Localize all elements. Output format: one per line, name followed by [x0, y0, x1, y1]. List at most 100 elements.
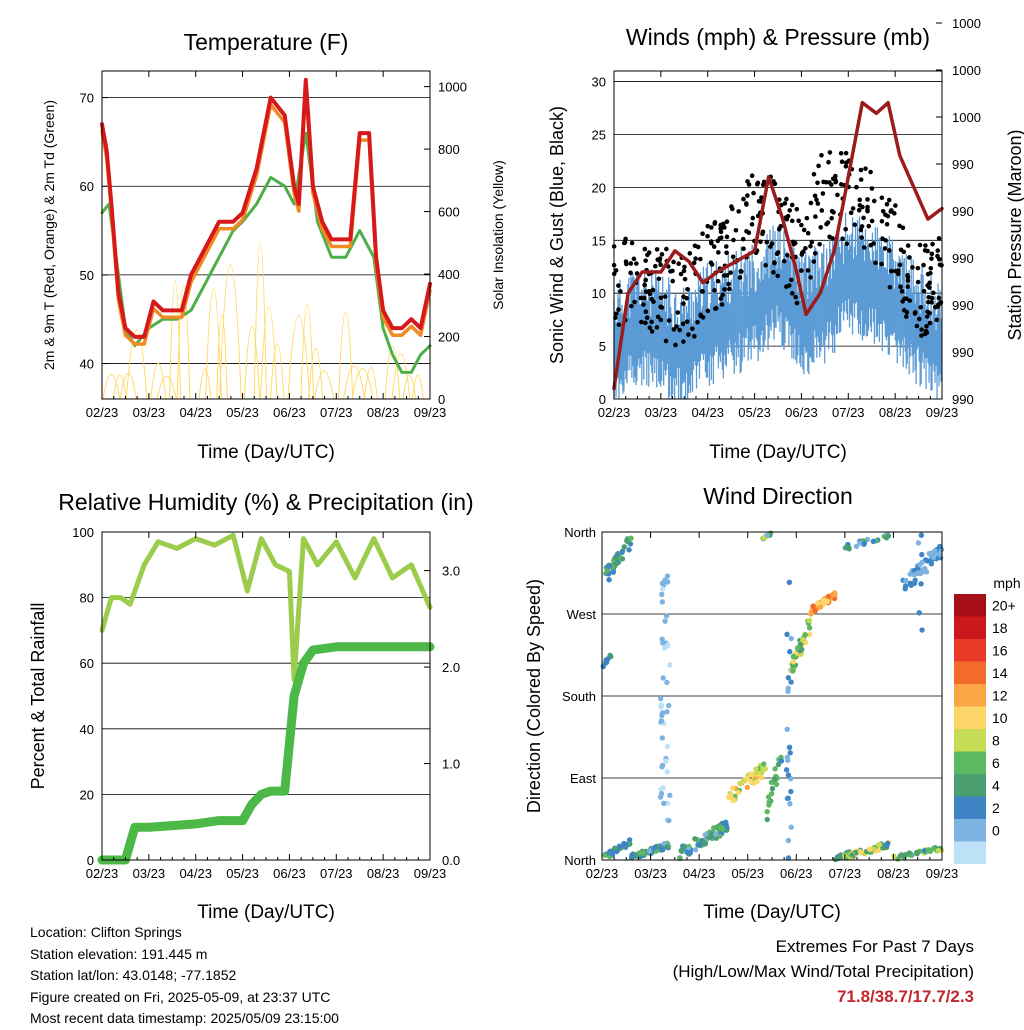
gust-dot	[893, 268, 898, 274]
recent-timestamp: Most recent data timestamp: 2025/05/09 2…	[30, 1010, 339, 1026]
gust-dot	[778, 224, 784, 229]
gust-dot	[693, 256, 698, 261]
direction-dot	[664, 743, 671, 750]
direction-dot	[681, 843, 688, 850]
gust-dot	[698, 313, 704, 319]
y2-tick-label: 0.0	[442, 853, 460, 868]
gust-dot	[616, 307, 621, 312]
direction-dot	[605, 563, 612, 570]
y-tick-label: East	[570, 771, 596, 786]
gust-dot	[925, 299, 931, 305]
gust-dot	[900, 225, 906, 231]
y-tick-label: 60	[80, 179, 94, 194]
gust-dot	[622, 240, 628, 245]
gust-dot	[861, 215, 866, 221]
gust-dot	[643, 309, 649, 315]
gust-dot	[708, 239, 714, 244]
direction-ylabel-left: Direction (Colored By Speed)	[524, 579, 544, 813]
gust-dot	[871, 198, 877, 204]
solar-arch	[253, 241, 268, 400]
direction-dot	[696, 841, 703, 848]
gust-dot	[649, 319, 654, 325]
temperature-xlabel: Time (Day/UTC)	[197, 442, 335, 463]
humidity-frame	[101, 531, 431, 861]
gust-dot	[722, 225, 727, 230]
gust-dot	[814, 197, 819, 202]
direction-dot	[663, 758, 669, 764]
gust-dot	[663, 338, 669, 344]
gust-dot	[858, 167, 864, 173]
gust-dot	[723, 244, 729, 249]
solar-arch	[391, 353, 411, 400]
gust-dot	[921, 288, 927, 294]
gust-dot	[856, 207, 862, 213]
solar-arch	[156, 375, 177, 400]
gust-dot	[741, 246, 746, 252]
direction-dot	[666, 817, 672, 824]
gust-dot	[803, 245, 808, 251]
gust-dot	[936, 236, 942, 241]
gust-dot	[687, 251, 693, 256]
direction-dot	[919, 559, 925, 566]
pressure-line	[612, 100, 944, 391]
figure-created: Figure created on Fri, 2025-05-09, at 23…	[30, 988, 331, 1005]
gust-dot	[889, 268, 894, 274]
gust-dot	[666, 318, 672, 323]
y2-tick-label: 800	[438, 142, 460, 157]
gust-dot	[868, 242, 873, 248]
gust-dot	[850, 206, 856, 211]
gust-dot	[863, 166, 868, 171]
gust-dot	[700, 231, 705, 236]
gust-dot	[910, 265, 915, 270]
solar-arch	[125, 329, 148, 400]
gust-dot	[740, 236, 746, 242]
y-tick-label: 0	[599, 392, 606, 407]
gust-dot	[729, 204, 734, 209]
direction-dot	[608, 850, 615, 857]
gust-dot	[749, 222, 755, 227]
colorbar-swatch	[954, 819, 986, 842]
gust-dot	[705, 308, 711, 314]
gust-dot	[618, 289, 623, 294]
direction-dot	[784, 726, 790, 732]
gust-dot	[634, 271, 640, 276]
solar-arch	[338, 311, 354, 400]
direction-dot	[624, 538, 631, 545]
gust-dot	[739, 269, 744, 274]
gust-dot	[905, 284, 911, 289]
gust-dot	[631, 256, 637, 262]
direction-dot	[806, 631, 813, 638]
gust-dot	[670, 278, 676, 284]
direction-dot	[937, 552, 943, 558]
gust-dot	[783, 215, 789, 220]
colorbar-label: 12	[992, 688, 1008, 704]
y-tick-label: North	[564, 853, 596, 868]
direction-dot	[918, 581, 924, 587]
gust-dot	[775, 273, 781, 279]
gust-dot	[642, 282, 647, 288]
gust-dot	[929, 295, 935, 301]
direction-dot	[748, 771, 755, 778]
direction-dot	[785, 674, 792, 681]
gust-dot	[682, 276, 688, 282]
y-tick-label: 20	[80, 787, 94, 802]
gust-dot	[819, 152, 824, 158]
dewpoint-line	[100, 131, 432, 374]
gust-dot	[869, 186, 875, 191]
direction-dot	[911, 571, 918, 578]
extremes-title: Extremes For Past 7 Days	[775, 937, 974, 956]
direction-dot	[784, 631, 790, 638]
station-elevation: Station elevation: 191.445 m	[30, 945, 208, 962]
gust-dot	[649, 329, 655, 334]
direction-dot	[903, 577, 909, 584]
gust-dot	[829, 215, 834, 221]
y2-tick-label: 990	[952, 157, 974, 172]
direction-title: Wind Direction	[703, 483, 853, 509]
direction-dot	[790, 659, 796, 665]
direction-dot	[678, 847, 684, 854]
direction-dot	[877, 841, 883, 848]
gust-dot	[642, 295, 647, 301]
gust-dot	[811, 172, 817, 177]
gust-dot	[743, 201, 749, 206]
direction-dot	[915, 540, 922, 546]
